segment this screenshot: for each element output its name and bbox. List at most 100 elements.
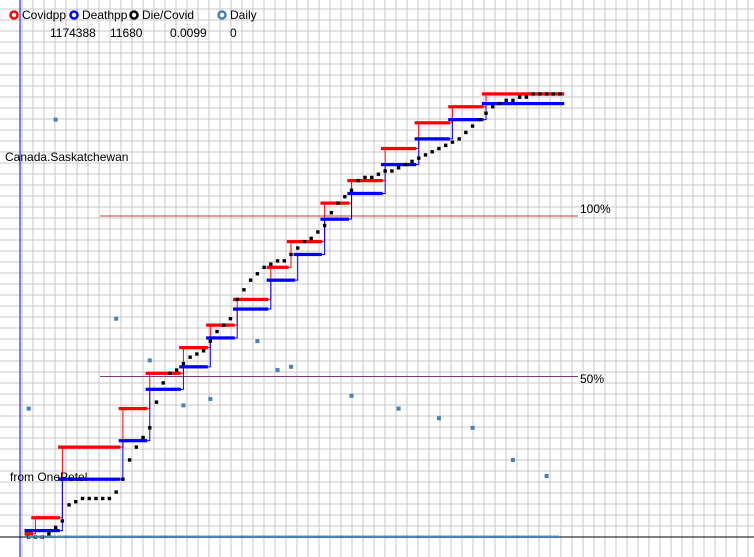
deathpp-point [343,217,347,221]
daily-baseline-point [248,535,252,539]
daily-baseline-point [133,535,137,539]
daily-baseline-point [271,535,274,539]
die-covid-point [60,519,65,523]
die-covid-point [457,137,461,141]
daily-point [349,393,354,398]
daily-baseline-point [72,535,76,539]
covidpp-point [407,146,412,151]
deathpp-point [275,278,280,282]
die-covid-point [437,146,441,151]
daily-baseline-point [335,535,338,539]
deathpp-point [195,365,199,369]
covidpp-point [249,297,253,302]
deathpp-point [262,307,266,311]
covidpp-point [128,406,132,411]
region-label: Canada.Saskatchewan [5,150,128,164]
die-covid-point [558,92,562,96]
legend-entry-daily: Daily 0 [217,8,257,40]
covidpp-point [454,105,459,109]
daily-baseline-point [216,535,220,539]
covidpp-point [444,121,448,125]
covidpp-point [78,445,82,449]
deathpp-point [354,191,358,196]
deathpp-point [531,101,535,106]
deathpp-point [464,118,468,122]
daily-baseline-point [431,535,434,539]
daily-baseline-point [543,535,546,539]
covidpp-point [40,516,44,520]
covidpp-point [242,297,246,302]
deathpp-point [444,137,448,141]
daily-point [396,406,401,411]
covidpp-point [154,371,159,375]
die-covid-point [322,223,327,228]
die-covid-point [538,92,542,96]
covidpp-point [165,371,169,375]
deathpp-point [522,101,526,106]
daily-baseline-point [184,535,188,539]
daily-baseline-point [437,535,441,539]
deathpp-point [306,252,311,257]
covidpp-point [29,532,33,536]
legend-value-covidpp: 1174388 [50,26,96,40]
legend-entry-deathpp: Deathpp 11680 [69,8,143,40]
deathpp-point [468,118,472,122]
covidpp-point [383,146,387,151]
deathpp-point [44,528,48,533]
deathpp-point [228,336,233,340]
daily-point [544,474,549,478]
covidpp-point [542,92,546,96]
deathpp-point [296,252,300,257]
covidpp-point [24,532,28,536]
daily-baseline-point [277,535,281,539]
daily-baseline-point [251,535,255,539]
daily-baseline-point [149,535,153,539]
die-covid-point [531,92,535,96]
covidpp-point [504,92,508,96]
daily-baseline-point [239,535,242,539]
daily-baseline-point [130,535,133,539]
die-covid-point [491,105,495,109]
legend-label-die-covid: Die/Covid [142,8,194,22]
daily-baseline-point [386,535,389,539]
die-covid-point [517,95,522,99]
covidpp-point [286,240,290,244]
legend: Covidpp 1174388 Deathpp 11680 Die/Covid … [9,8,257,40]
deathpp-point [179,365,183,369]
daily-baseline-point [469,535,473,539]
daily-baseline-point [290,535,293,539]
daily-baseline-point [101,535,105,539]
die-covid-point [296,246,300,250]
covidpp-point [60,445,64,449]
covidpp-point [179,345,183,350]
covidpp-point [387,146,391,151]
legend-marker-daily [217,10,227,20]
daily-baseline-point [98,535,101,539]
covidpp-point [488,92,492,96]
deathpp-point [356,191,360,196]
daily-baseline-point [143,535,146,539]
daily-baseline-point [514,535,517,539]
deathpp-point [491,101,495,106]
covidpp-point [134,406,138,411]
covidpp-point [192,345,196,350]
deathpp-point [387,162,391,167]
deathpp-point [27,528,31,533]
deathpp-point [289,278,293,282]
daily-baseline-point [111,535,114,539]
die-covid-point [450,140,455,144]
daily-baseline-point [274,535,277,539]
deathpp-point [107,477,112,481]
die-covid-point [349,188,354,192]
daily-baseline-point [79,535,82,539]
series-layer [24,92,565,539]
deathpp-point [481,101,486,106]
daily-baseline-point [312,535,316,539]
daily-baseline-point [357,535,361,539]
die-covid-point [262,265,266,270]
daily-baseline-point [53,535,57,539]
covidpp-point [461,105,465,109]
covidpp-point [417,121,421,125]
daily-baseline-point [264,535,268,539]
die-covid-point [168,371,172,375]
